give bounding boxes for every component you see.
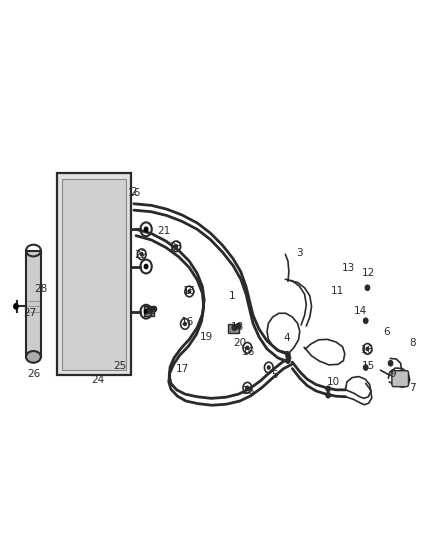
Text: 16: 16 bbox=[242, 386, 255, 397]
Circle shape bbox=[364, 365, 368, 370]
Text: 10: 10 bbox=[327, 377, 340, 387]
Text: 9: 9 bbox=[389, 369, 396, 379]
FancyBboxPatch shape bbox=[392, 370, 409, 386]
Bar bbox=[62, 179, 127, 370]
Text: 16: 16 bbox=[128, 188, 141, 198]
Circle shape bbox=[152, 306, 156, 312]
Text: 16: 16 bbox=[361, 345, 374, 356]
Circle shape bbox=[145, 227, 148, 231]
Circle shape bbox=[326, 392, 330, 398]
Circle shape bbox=[268, 366, 270, 369]
Text: 24: 24 bbox=[91, 375, 104, 385]
Circle shape bbox=[188, 290, 191, 293]
Text: 3: 3 bbox=[297, 248, 303, 258]
Text: 20: 20 bbox=[233, 337, 247, 348]
Text: 17: 17 bbox=[176, 364, 189, 374]
Text: 28: 28 bbox=[34, 284, 47, 294]
Text: 5: 5 bbox=[272, 370, 278, 381]
Circle shape bbox=[246, 346, 249, 350]
Text: 18: 18 bbox=[231, 321, 244, 332]
Bar bbox=[144, 306, 154, 316]
Text: 6: 6 bbox=[383, 327, 389, 337]
Bar bbox=[57, 173, 131, 375]
Text: 26: 26 bbox=[28, 369, 41, 379]
Text: 16: 16 bbox=[183, 286, 196, 296]
Text: 16: 16 bbox=[242, 346, 255, 357]
Circle shape bbox=[184, 322, 186, 326]
Circle shape bbox=[246, 386, 249, 389]
Text: 19: 19 bbox=[200, 332, 213, 342]
Text: 16: 16 bbox=[180, 317, 194, 327]
Text: 25: 25 bbox=[113, 361, 127, 371]
Text: 2: 2 bbox=[131, 187, 137, 197]
Circle shape bbox=[365, 285, 370, 290]
Circle shape bbox=[389, 361, 393, 366]
Text: 14: 14 bbox=[353, 305, 367, 316]
Bar bbox=[228, 324, 239, 334]
Text: 27: 27 bbox=[23, 308, 36, 318]
Text: 8: 8 bbox=[409, 337, 416, 348]
Circle shape bbox=[148, 308, 152, 313]
Circle shape bbox=[366, 348, 369, 351]
Circle shape bbox=[145, 310, 148, 314]
Text: 21: 21 bbox=[157, 226, 170, 236]
Circle shape bbox=[237, 324, 241, 329]
Text: 23: 23 bbox=[170, 242, 183, 252]
Ellipse shape bbox=[26, 351, 41, 363]
Circle shape bbox=[141, 253, 143, 256]
Circle shape bbox=[364, 318, 368, 324]
Text: 11: 11 bbox=[331, 286, 344, 296]
Circle shape bbox=[232, 325, 237, 330]
Text: 1: 1 bbox=[229, 290, 235, 301]
Circle shape bbox=[14, 304, 18, 309]
Text: 13: 13 bbox=[342, 263, 355, 273]
Circle shape bbox=[286, 358, 290, 364]
Text: 18: 18 bbox=[143, 305, 157, 316]
Circle shape bbox=[145, 264, 148, 269]
Text: 22: 22 bbox=[134, 250, 147, 260]
Text: 7: 7 bbox=[409, 383, 416, 393]
Text: 12: 12 bbox=[362, 269, 375, 278]
Bar bbox=[26, 251, 41, 357]
Circle shape bbox=[175, 245, 177, 248]
Circle shape bbox=[286, 353, 290, 358]
Circle shape bbox=[326, 386, 330, 391]
Text: 4: 4 bbox=[284, 333, 290, 343]
Text: 15: 15 bbox=[362, 361, 375, 372]
